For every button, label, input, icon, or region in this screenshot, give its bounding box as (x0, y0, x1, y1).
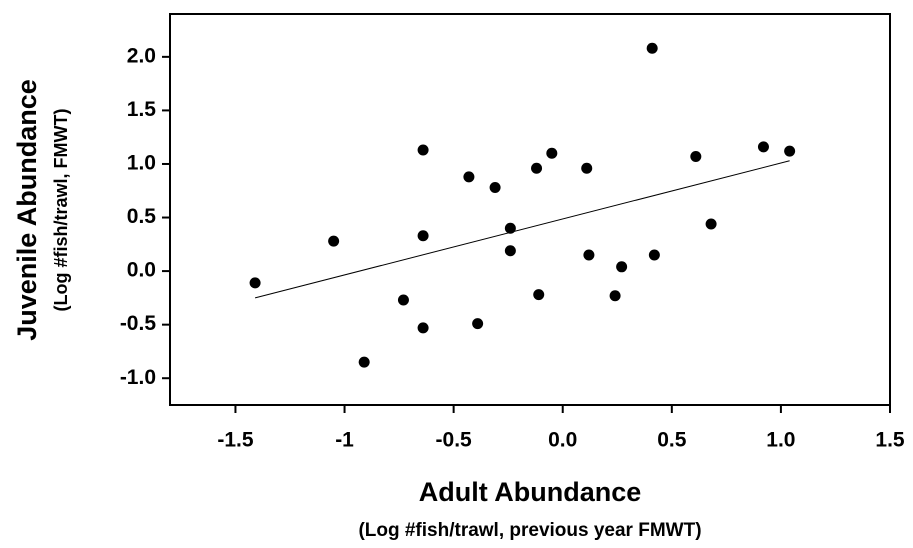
x-tick-label: 0.0 (548, 429, 577, 452)
x-tick-label: 1.5 (875, 429, 905, 452)
y-tick-label: 0.0 (127, 259, 156, 282)
data-point (546, 147, 558, 159)
x-tick-label: -1 (335, 429, 354, 452)
data-point (705, 218, 717, 230)
data-point (646, 42, 658, 54)
data-point (533, 289, 545, 301)
y-tick-label: 1.0 (127, 152, 156, 175)
x-tick-label: -1.5 (217, 429, 254, 452)
data-point (463, 171, 475, 183)
x-tick-label: -0.5 (436, 429, 473, 452)
data-point (648, 249, 660, 261)
y-axis-sublabel: (Log #fish/trawl, FMWT) (51, 109, 71, 312)
x-axis-label: Adult Abundance (419, 477, 642, 507)
x-tick-label: 0.5 (657, 429, 687, 452)
data-point (472, 318, 484, 330)
data-point (504, 222, 516, 234)
data-point (609, 290, 621, 302)
data-point (583, 249, 595, 261)
data-point (504, 245, 516, 257)
data-point (358, 356, 370, 368)
y-tick-label: 1.5 (127, 98, 157, 121)
data-point (690, 150, 702, 162)
y-tick-label: 0.5 (127, 205, 157, 228)
data-point (489, 182, 501, 194)
data-point (581, 162, 593, 174)
data-point (531, 162, 543, 174)
plot-frame (169, 13, 891, 406)
y-axis-label: Juvenile Abundance (12, 79, 42, 341)
data-point (417, 322, 429, 334)
data-point (417, 144, 429, 156)
x-axis-sublabel: (Log #fish/trawl, previous year FMWT) (358, 520, 701, 541)
data-point (616, 261, 628, 273)
fit-line (254, 160, 790, 299)
y-tick-label: -0.5 (120, 312, 157, 335)
y-tick-label: -1.0 (120, 366, 156, 389)
data-point (249, 277, 261, 289)
data-point (328, 235, 340, 247)
data-point (397, 294, 409, 306)
x-tick-label: 1.0 (766, 429, 795, 452)
data-point (757, 141, 769, 153)
data-point (417, 230, 429, 242)
data-point (784, 145, 796, 157)
y-tick-label: 2.0 (127, 44, 156, 67)
